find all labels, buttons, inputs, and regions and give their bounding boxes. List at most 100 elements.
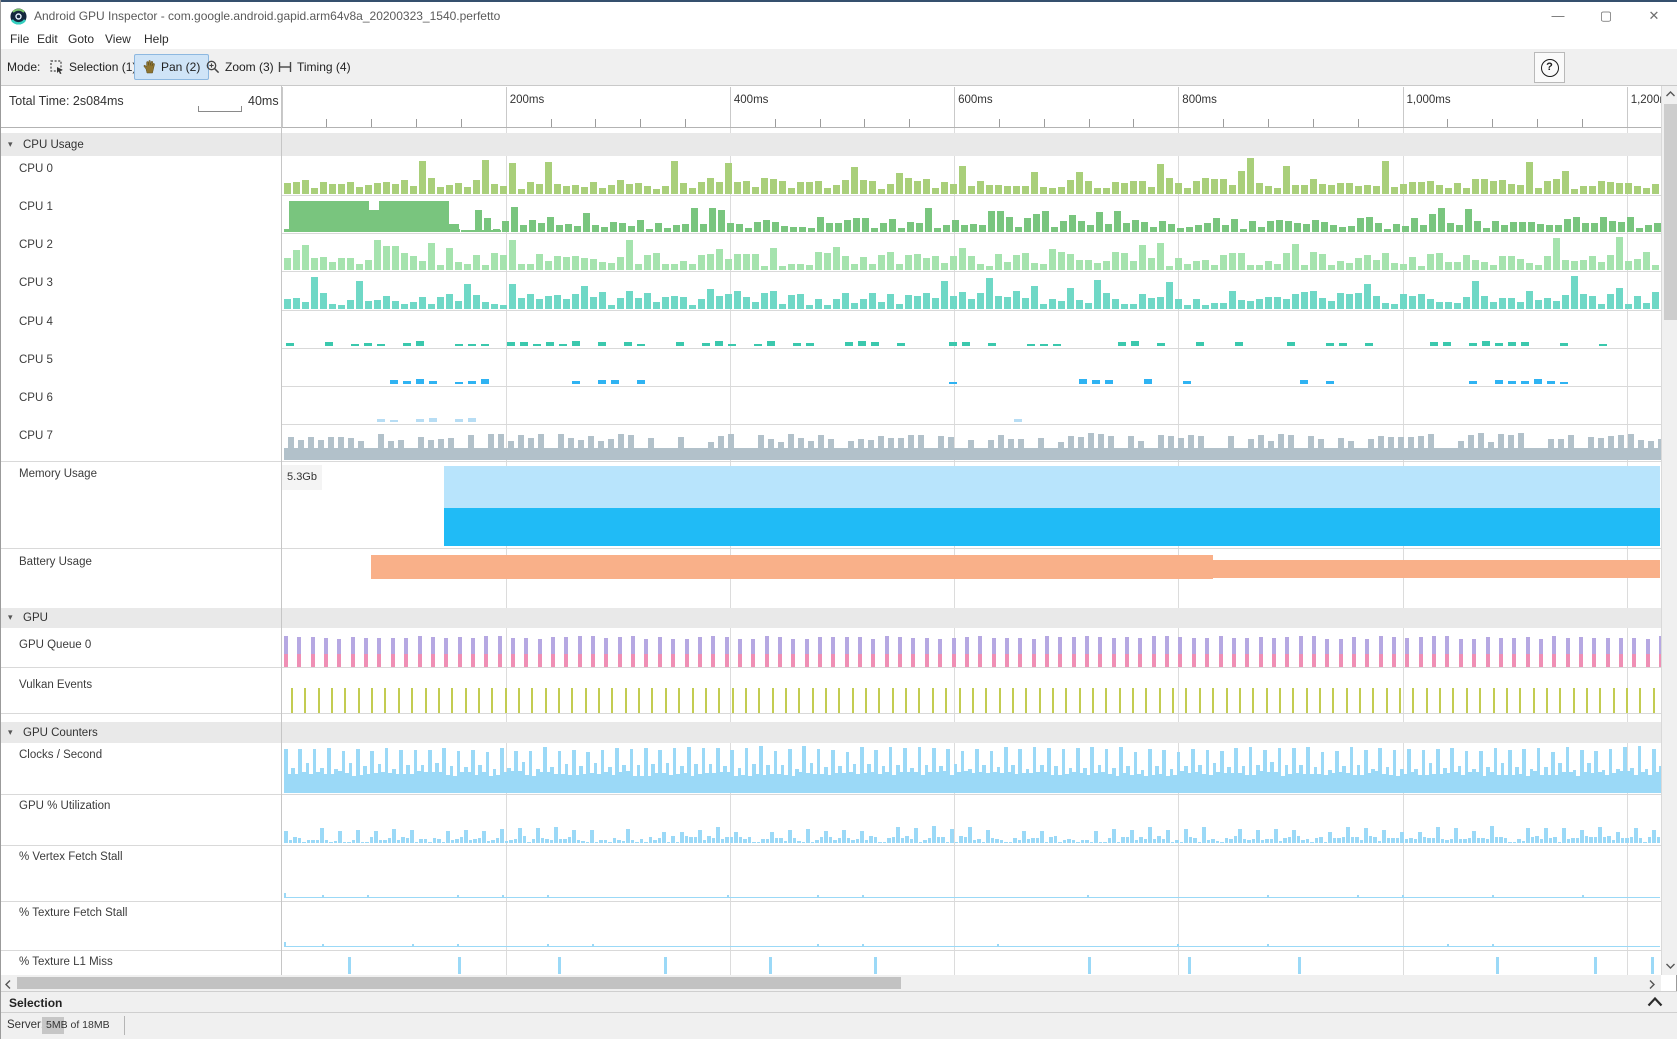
counter-bar (1238, 772, 1242, 793)
cpu-bar (1517, 259, 1524, 270)
timing-mode-button[interactable]: Timing (4) (269, 54, 360, 80)
gpu-slice-bottom (737, 654, 742, 667)
counter-bar (1562, 771, 1566, 793)
timeline-tracks[interactable]: ▾ CPU Usage CPU 0 CPU 1 CPU 2 CPU 3 CPU 4 CPU 5… (1, 128, 1661, 975)
cpu-bar (1373, 186, 1380, 194)
menu-view[interactable]: View (105, 32, 131, 46)
menu-help[interactable]: Help (144, 32, 169, 46)
cpu-bar (998, 435, 1004, 460)
menu-goto[interactable]: Goto (68, 32, 95, 46)
cpu-bar (716, 295, 723, 309)
counter-bar (1036, 771, 1040, 793)
counter-bar (1328, 769, 1332, 793)
counter-bar (1439, 773, 1444, 793)
counter-bar (1241, 765, 1246, 793)
scroll-down-icon[interactable] (1666, 963, 1675, 969)
row-divider (282, 348, 1661, 349)
vulkan-event-tick (1078, 688, 1081, 714)
horizontal-scrollbar-thumb[interactable] (17, 977, 901, 989)
counter-bar (1166, 830, 1170, 843)
counter-bar (1173, 774, 1177, 793)
section-header[interactable]: ▾ GPU Counters (1, 722, 1661, 743)
counter-bar (540, 837, 544, 843)
cpu-bar (356, 280, 363, 309)
counter-bar (1215, 840, 1219, 843)
collapse-triangle-icon[interactable]: ▾ (8, 726, 13, 737)
cpu-bar (851, 166, 858, 194)
cpu-bar (1589, 295, 1596, 309)
vulkan-event-tick (1265, 688, 1268, 714)
vulkan-event-tick (1492, 688, 1495, 714)
cpu-dash (455, 381, 463, 384)
scroll-right-icon[interactable] (1649, 980, 1655, 989)
cpu-bar (1303, 223, 1310, 232)
scroll-left-icon[interactable] (5, 980, 11, 989)
counter-bar (762, 774, 767, 793)
counter-bar (863, 772, 868, 793)
counter-bar (950, 775, 954, 793)
gpu-slice-top (1165, 636, 1170, 654)
selection-panel-header[interactable]: Selection (1, 991, 1677, 1013)
vertical-scrollbar-thumb[interactable] (1664, 104, 1677, 320)
cpu-bar (628, 226, 635, 232)
cpu-bar (599, 291, 606, 309)
vulkan-event-tick (1092, 688, 1094, 714)
counter-bar (1061, 749, 1066, 793)
cpu-bar (1398, 436, 1404, 460)
cpu-bar (1031, 171, 1038, 194)
menu-file[interactable]: File (10, 32, 30, 46)
cpu-bar (1445, 301, 1452, 309)
horizontal-scrollbar[interactable] (1, 975, 1661, 991)
cpu-bar (1278, 433, 1284, 460)
timeline-ruler[interactable]: Total Time: 2s084ms 40ms 200ms 400ms 600ms… (1, 86, 1661, 128)
counter-bar (675, 842, 679, 843)
counter-bar (1576, 775, 1580, 793)
cpu-bar (1013, 186, 1020, 194)
scroll-up-icon[interactable] (1666, 91, 1675, 97)
counter-bar (1583, 772, 1588, 793)
counter-bar (1575, 837, 1579, 843)
expand-panel-icon[interactable] (1647, 997, 1663, 1007)
collapse-triangle-icon[interactable]: ▾ (8, 612, 13, 623)
vulkan-event-tick (931, 688, 934, 714)
cpu-dash (572, 341, 580, 346)
selection-mode-button[interactable]: Selection (1) (41, 54, 145, 80)
counter-bar (608, 767, 612, 793)
zoom-mode-button[interactable]: Zoom (3) (197, 54, 283, 80)
close-button[interactable]: ✕ (1648, 8, 1660, 23)
gpu-slice-top (777, 636, 782, 654)
gpu-slice-bottom (644, 654, 649, 667)
collapse-triangle-icon[interactable]: ▾ (8, 138, 13, 149)
ruler-minor-tick (1492, 119, 1494, 127)
minimize-button[interactable]: — (1551, 8, 1565, 23)
counter-bar (1143, 838, 1147, 843)
cpu-bar (752, 302, 759, 309)
counter-bar (900, 837, 904, 843)
gpu-slice-bottom (1525, 654, 1530, 667)
counter-bar (1058, 842, 1062, 843)
cpu-bar (1031, 286, 1038, 309)
help-button[interactable]: ? (1534, 52, 1565, 83)
cpu-bar (1121, 303, 1128, 309)
vulkan-event-tick (1572, 688, 1575, 714)
counter-bar (546, 772, 551, 793)
counter-bar (1486, 767, 1490, 793)
gpu-slice-bottom (978, 654, 983, 667)
menu-edit[interactable]: Edit (37, 32, 58, 46)
section-header[interactable]: ▾ GPU (1, 608, 1661, 628)
gpu-slice-top (350, 636, 355, 654)
row-divider (282, 310, 1661, 311)
gpu-slice-bottom (657, 654, 662, 667)
counter-bar (788, 749, 792, 793)
counter-bar (1414, 768, 1418, 793)
counter-bar (1176, 751, 1181, 793)
maximize-button[interactable]: ▢ (1599, 8, 1613, 23)
pan-mode-button[interactable]: Pan (2) (134, 54, 210, 80)
counter-bar (995, 839, 999, 843)
counter-bar (1032, 747, 1037, 793)
track-label-clocks: Clocks / Second (19, 749, 103, 761)
cpu-bar (1445, 261, 1452, 270)
counter-spike (547, 944, 549, 947)
section-header[interactable]: ▾ CPU Usage (1, 133, 1661, 156)
vertical-scrollbar[interactable] (1661, 86, 1677, 975)
